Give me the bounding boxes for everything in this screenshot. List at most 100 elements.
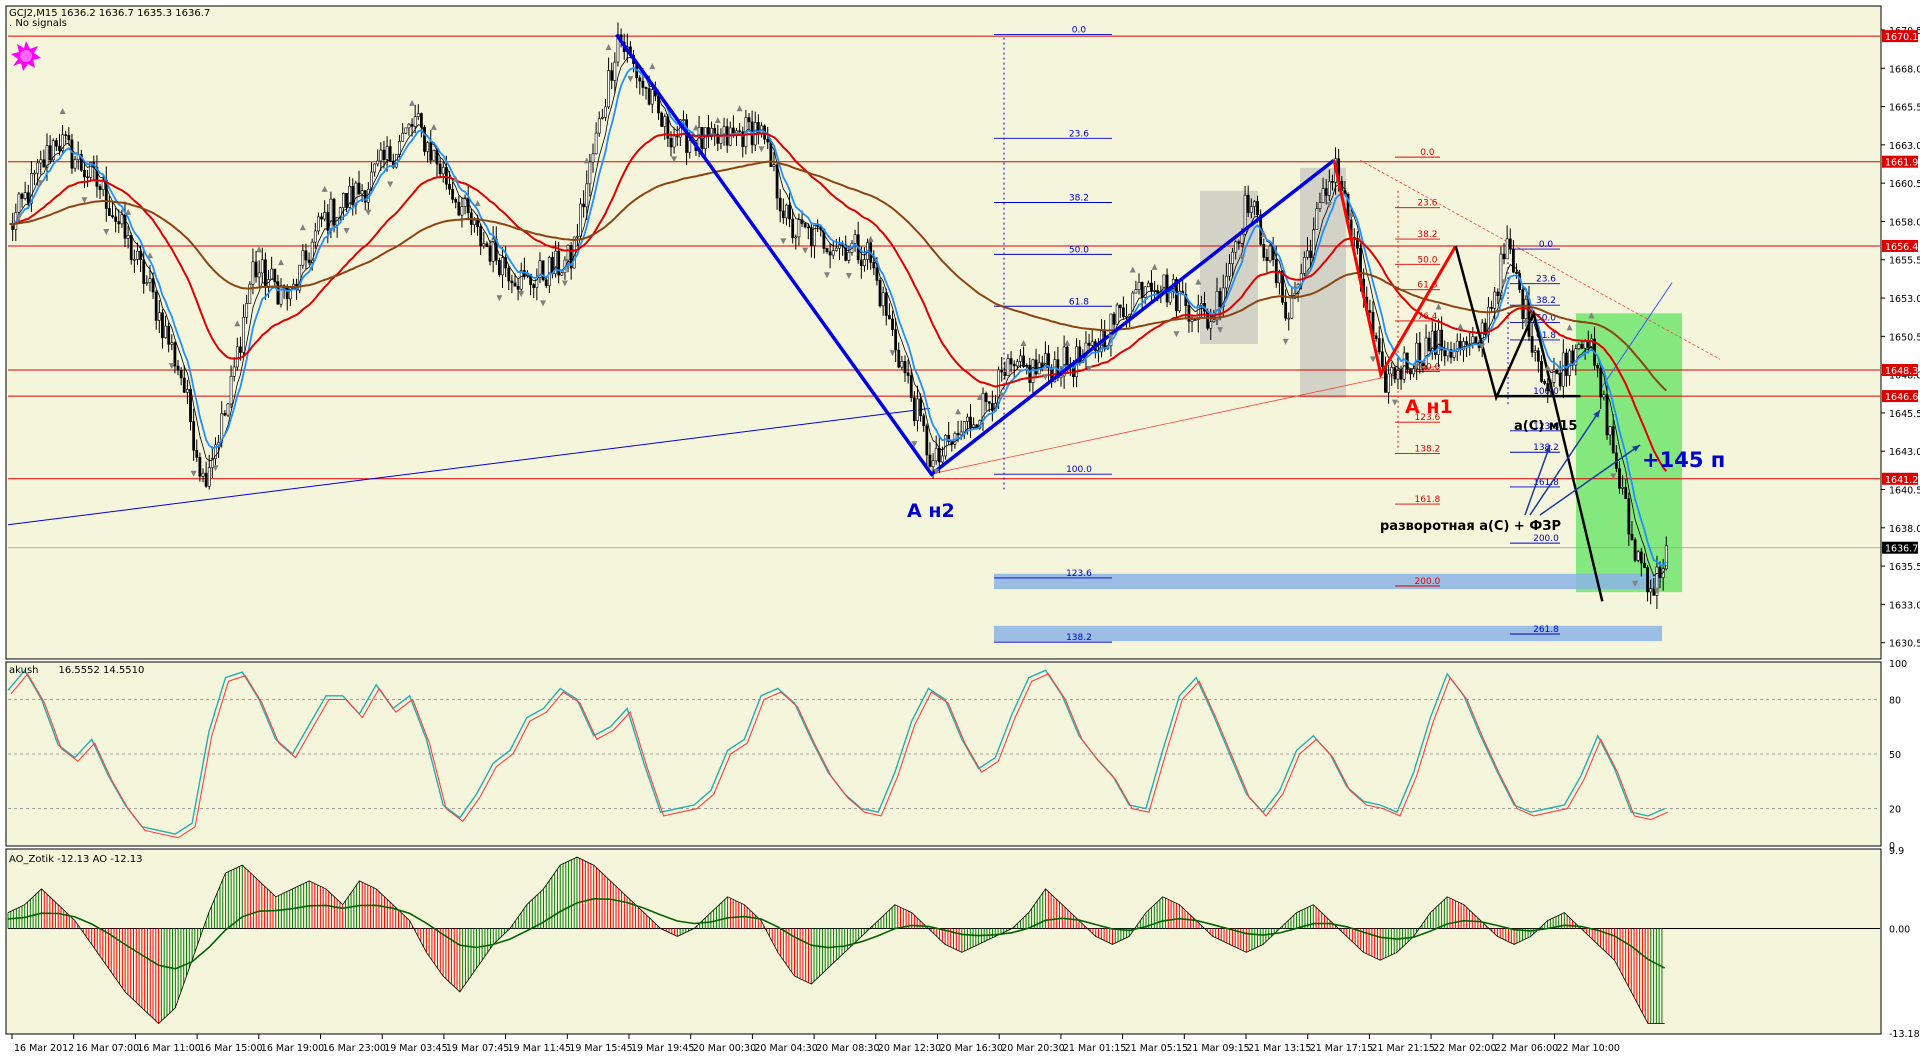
arrow-line xyxy=(1524,444,1551,516)
bear-candle xyxy=(897,349,901,368)
bear-candle xyxy=(1399,370,1403,380)
bear-candle xyxy=(139,250,142,261)
support-band xyxy=(994,573,1660,590)
y-tick-label: 1648.0 xyxy=(1889,371,1920,382)
bear-candle xyxy=(173,342,177,367)
bear-candle xyxy=(1047,353,1050,369)
fractal-up-icon xyxy=(1457,323,1464,330)
bull-candle xyxy=(772,164,776,167)
fractal-down-icon xyxy=(824,272,830,279)
bear-candle xyxy=(223,413,227,416)
bear-candle xyxy=(569,244,573,269)
bull-candle xyxy=(432,150,436,161)
fractal-down-icon xyxy=(1086,365,1093,372)
bear-candle xyxy=(1434,330,1437,355)
bull-candle xyxy=(1243,194,1247,235)
bear-candle xyxy=(638,77,642,82)
ao-y-tick-label: 9.9 xyxy=(1889,846,1904,857)
bear-candle xyxy=(498,260,501,276)
bear-candle xyxy=(479,226,483,247)
fractal-down-icon xyxy=(933,468,940,475)
bull-candle xyxy=(1493,291,1497,309)
bear-candle xyxy=(903,361,907,374)
fractal-up-icon xyxy=(409,99,416,106)
bear-candle xyxy=(1496,291,1500,296)
fractal-down-icon xyxy=(1653,587,1660,594)
bull-candle xyxy=(45,145,49,168)
bear-candle xyxy=(1393,367,1397,380)
bear-candle xyxy=(644,87,648,89)
bull-candle xyxy=(36,162,40,174)
bear-candle xyxy=(161,312,164,339)
bear-candle xyxy=(1508,238,1512,250)
fibo-level-label: 50.0 xyxy=(1536,314,1556,324)
bear-candle xyxy=(1065,346,1069,367)
bull-candle xyxy=(579,203,582,237)
fractal-down-icon xyxy=(1107,334,1114,341)
bull-candle xyxy=(1664,545,1668,570)
bull-candle xyxy=(310,241,314,263)
bear-candle xyxy=(541,260,545,281)
trend-line xyxy=(1359,159,1721,360)
bull-candle xyxy=(1602,394,1606,398)
bull-candle xyxy=(1505,238,1509,260)
bull-candle xyxy=(1190,319,1194,322)
trend-line xyxy=(7,407,931,526)
wave-blue-line xyxy=(614,33,1336,477)
bear-candle xyxy=(766,138,770,143)
bear-candle xyxy=(1246,194,1250,213)
bull-candle xyxy=(863,259,866,266)
bear-candle xyxy=(1331,181,1334,183)
bear-candle xyxy=(906,372,910,376)
bull-candle xyxy=(934,447,938,462)
y-tick-label: 1645.5 xyxy=(1889,409,1920,420)
fractal-down-icon xyxy=(168,363,175,370)
bull-candle xyxy=(959,431,963,436)
fractal-up-icon xyxy=(1435,303,1442,310)
fractal-down-icon xyxy=(1238,254,1245,261)
bear-candle xyxy=(1643,562,1646,568)
bull-candle xyxy=(89,162,93,178)
bear-candle xyxy=(1449,349,1453,358)
x-tick-label: 16 Mar 2012 xyxy=(14,1043,74,1054)
bear-candle xyxy=(1380,351,1384,368)
bull-candle xyxy=(251,261,255,285)
bear-candle xyxy=(457,201,461,216)
bear-candle xyxy=(276,281,280,305)
bull-candle xyxy=(1215,291,1219,321)
bear-candle xyxy=(1543,381,1546,384)
bear-candle xyxy=(741,131,745,147)
bear-candle xyxy=(1427,337,1431,352)
fractal-down-icon xyxy=(1326,201,1333,208)
bear-candle xyxy=(1633,539,1637,561)
fractal-up-icon xyxy=(430,123,437,130)
bear-candle xyxy=(1087,342,1091,346)
bull-candle xyxy=(1209,321,1213,329)
bull-candle xyxy=(1590,338,1593,348)
fibo-level-label: 0.0 xyxy=(1420,148,1435,158)
bull-candle xyxy=(519,270,523,290)
fractal-up-icon xyxy=(452,175,459,182)
price-level-tag xyxy=(1882,155,1918,168)
x-tick-label: 16 Mar 19:00 xyxy=(261,1043,324,1054)
bull-candle xyxy=(301,250,305,266)
bull-candle xyxy=(404,127,408,134)
bull-candle xyxy=(1315,208,1319,230)
fractal-up-icon xyxy=(299,224,306,231)
fractal-down-icon xyxy=(1282,338,1289,345)
bear-candle xyxy=(919,398,922,417)
bear-candle xyxy=(825,248,829,253)
bull-candle xyxy=(1090,341,1094,346)
bear-candle xyxy=(987,401,991,404)
y-tick-label: 1640.5 xyxy=(1889,486,1920,497)
bear-candle xyxy=(828,251,832,256)
fractal-down-icon xyxy=(998,392,1005,399)
fibo-level-label: 138.2 xyxy=(1415,444,1441,454)
x-tick-label: 21 Mar 05:15 xyxy=(1125,1043,1188,1054)
bear-candle xyxy=(448,183,451,190)
x-tick-label: 21 Mar 13:15 xyxy=(1248,1043,1311,1054)
bull-candle xyxy=(831,250,835,256)
x-tick-label: 16 Mar 07:00 xyxy=(76,1043,139,1054)
bull-candle xyxy=(560,272,564,276)
bull-candle xyxy=(73,159,77,169)
